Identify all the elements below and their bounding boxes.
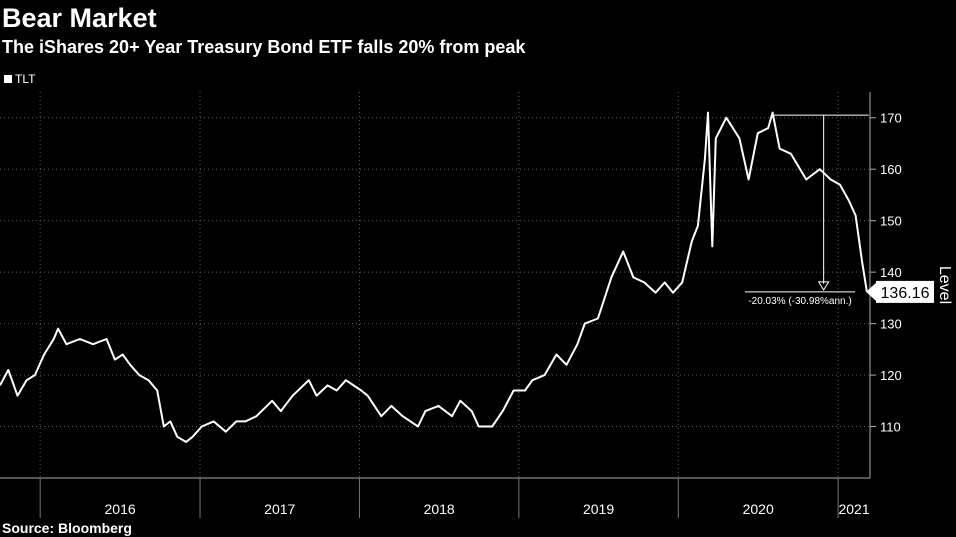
annotation-arrowhead	[817, 281, 830, 291]
chart-title: Bear Market	[2, 3, 157, 33]
x-tick-label-2017: 2017	[264, 501, 295, 517]
y-axis-label: Level	[936, 266, 953, 304]
y-tick-label-110: 110	[880, 420, 901, 435]
x-tick-label-2019: 2019	[583, 501, 614, 517]
y-tick-label-120: 120	[880, 368, 902, 383]
x-tick-label-2020: 2020	[743, 501, 774, 517]
source-note: Source: Bloomberg	[2, 520, 132, 536]
x-tick-label-2016: 2016	[105, 501, 136, 517]
legend-swatch	[4, 75, 12, 83]
series-line-tlt	[0, 111, 868, 443]
chart-subtitle: The iShares 20+ Year Treasury Bond ETF f…	[2, 37, 526, 57]
y-tick-label-170: 170	[880, 111, 902, 126]
y-tick-label-130: 130	[880, 317, 902, 332]
y-tick-label-140: 140	[880, 265, 902, 280]
last-value-label: 136.16	[881, 285, 930, 302]
legend: TLT	[4, 72, 35, 86]
legend-label-tlt: TLT	[15, 72, 36, 86]
x-tick-label-2021: 2021	[838, 501, 869, 517]
y-tick-label-160: 160	[880, 162, 902, 177]
x-tick-label-2018: 2018	[424, 501, 455, 517]
last-value-box	[876, 280, 934, 303]
annotation-label: -20.03% (-30.98%ann.)	[748, 296, 851, 307]
last-value-pointer	[866, 282, 876, 301]
y-tick-label-150: 150	[880, 214, 902, 229]
